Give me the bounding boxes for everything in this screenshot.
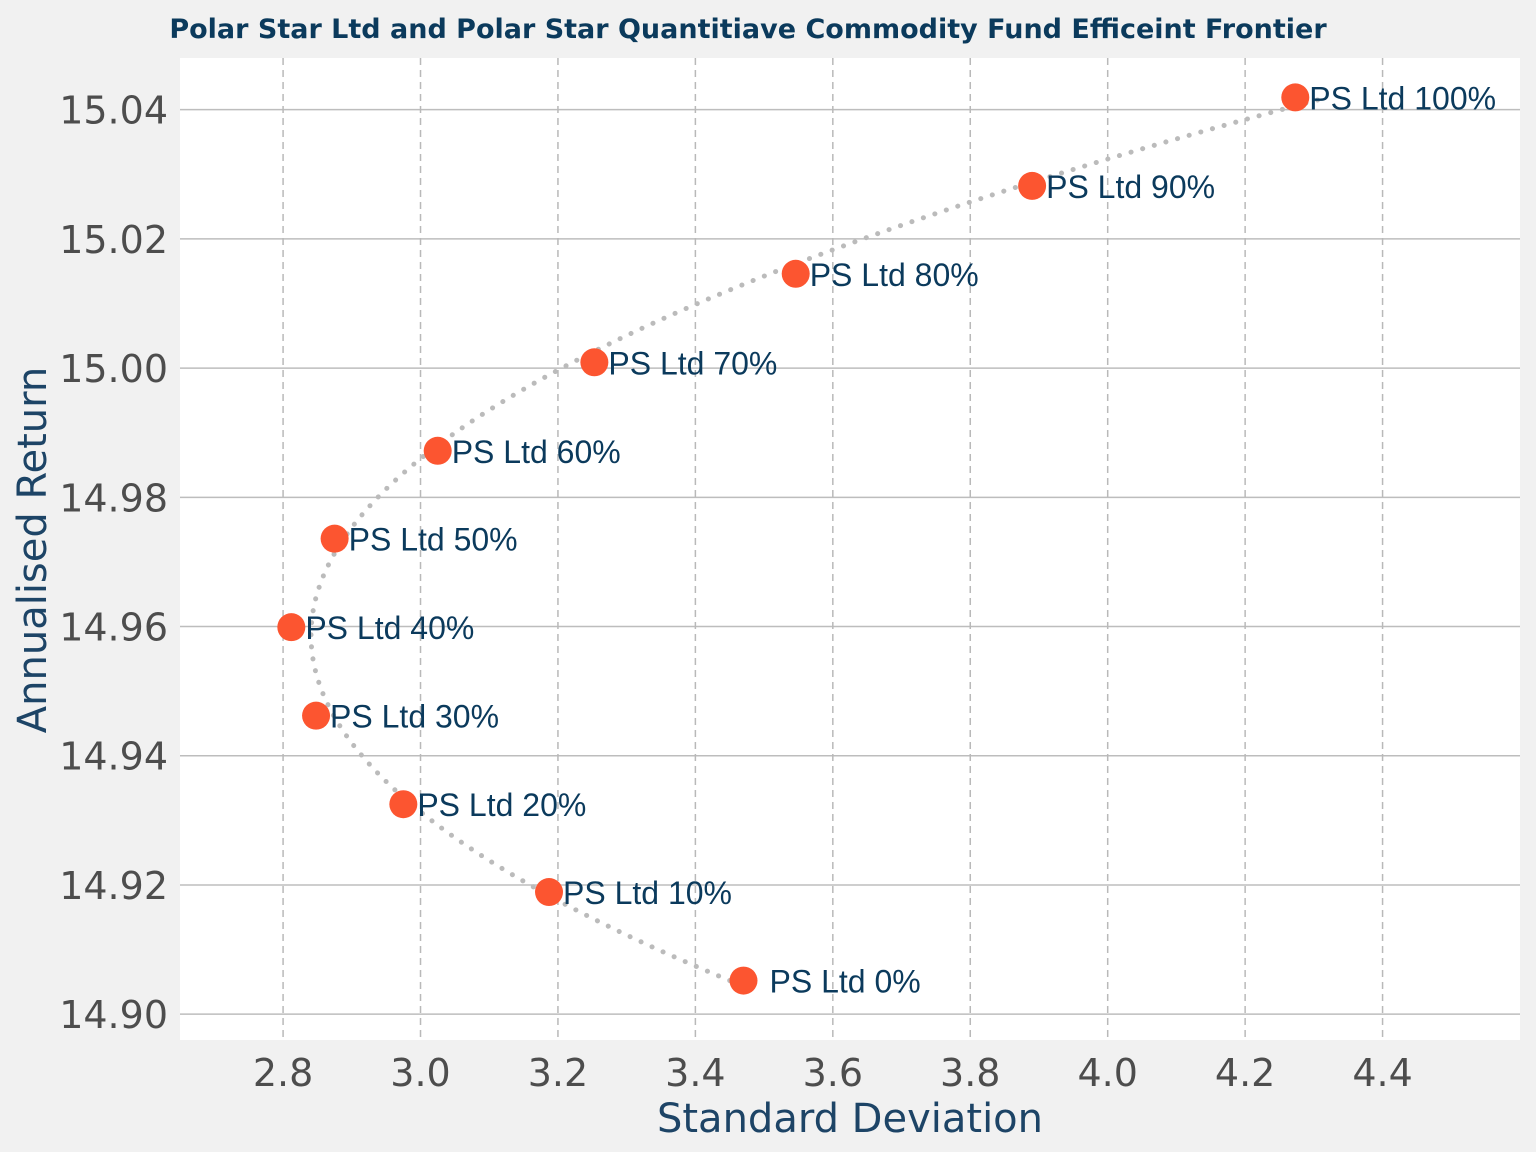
y-tick-label: 14.94 bbox=[59, 735, 168, 779]
y-tick-label: 14.90 bbox=[59, 993, 168, 1037]
scatter-point bbox=[580, 348, 609, 377]
point-label: PS Ltd 90% bbox=[1046, 169, 1215, 205]
point-label: PS Ltd 100% bbox=[1309, 80, 1496, 116]
scatter-point bbox=[729, 966, 758, 995]
point-labels-layer: PS Ltd 0% PS Ltd 10% PS Ltd 20% PS Ltd 30% P… bbox=[305, 80, 1496, 999]
point-label: PS Ltd 10% bbox=[563, 875, 732, 911]
y-tick-label: 14.92 bbox=[59, 864, 168, 908]
x-tick-label: 3.6 bbox=[803, 1051, 863, 1095]
x-tick-label: 2.8 bbox=[253, 1051, 313, 1095]
x-tick-label: 4.4 bbox=[1352, 1051, 1412, 1095]
y-tick-label: 14.96 bbox=[59, 606, 168, 650]
x-axis-title: Standard Deviation bbox=[657, 1096, 1043, 1142]
point-label: PS Ltd 70% bbox=[608, 345, 777, 381]
point-label: PS Ltd 40% bbox=[305, 610, 474, 646]
scatter-point bbox=[781, 259, 810, 288]
point-label: PS Ltd 30% bbox=[330, 699, 499, 735]
y-axis-title: Annualised Return bbox=[10, 367, 56, 733]
point-label: PS Ltd 20% bbox=[417, 787, 586, 823]
x-tick-label: 3.0 bbox=[390, 1051, 450, 1095]
x-tick-label: 3.2 bbox=[528, 1051, 588, 1095]
y-tick-label: 15.04 bbox=[59, 89, 168, 133]
grid bbox=[180, 58, 1520, 1040]
y-tick-label: 14.98 bbox=[59, 476, 168, 520]
plot-area bbox=[180, 58, 1520, 1040]
scatter-point bbox=[302, 701, 331, 730]
scatter-point bbox=[423, 436, 452, 465]
y-tick-label: 15.00 bbox=[59, 347, 168, 391]
x-tick-label: 3.8 bbox=[940, 1051, 1000, 1095]
scatter-point bbox=[320, 524, 349, 553]
point-label: PS Ltd 60% bbox=[452, 434, 621, 470]
scatter-point bbox=[1018, 171, 1047, 200]
x-tick-label: 4.2 bbox=[1215, 1051, 1275, 1095]
x-tick-label: 3.4 bbox=[665, 1051, 725, 1095]
scatter-point bbox=[535, 878, 564, 907]
point-label: PS Ltd 80% bbox=[810, 257, 979, 293]
chart-title: Polar Star Ltd and Polar Star Quantitiav… bbox=[169, 14, 1327, 45]
point-label: PS Ltd 0% bbox=[769, 964, 920, 1000]
x-tick-label: 4.0 bbox=[1077, 1051, 1137, 1095]
point-label: PS Ltd 50% bbox=[349, 522, 518, 558]
scatter-point bbox=[277, 613, 306, 642]
points-layer bbox=[277, 83, 1310, 995]
scatter-point bbox=[389, 790, 418, 819]
scatter-point bbox=[1281, 83, 1310, 112]
x-axis-ticks: 2.8 3.0 3.2 3.4 3.6 3.8 4.0 4.2 4.4 bbox=[253, 1051, 1413, 1095]
y-axis-ticks: 14.90 14.92 14.94 14.96 14.98 15.00 15.02 15.04 bbox=[59, 89, 168, 1037]
y-tick-label: 15.02 bbox=[59, 218, 168, 262]
